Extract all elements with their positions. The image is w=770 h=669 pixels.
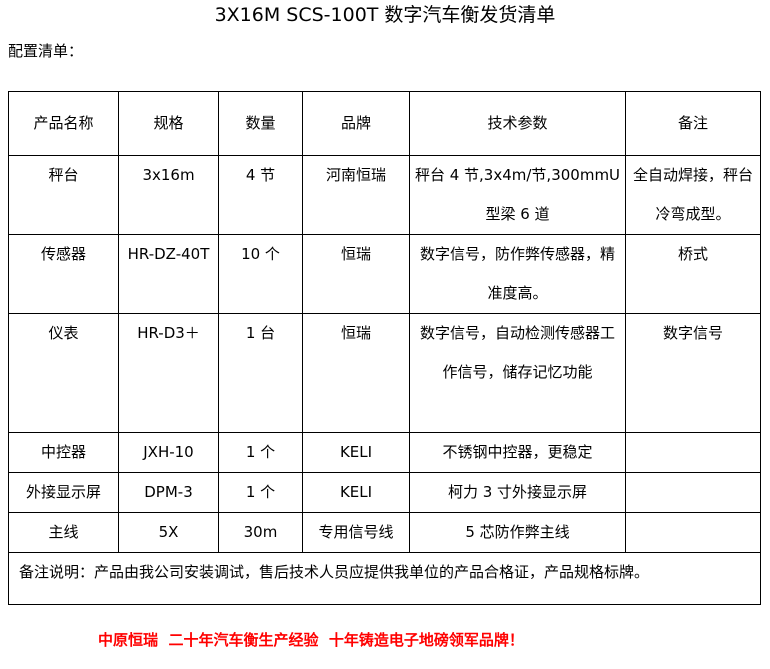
cell-product-name: 仪表 — [8, 313, 119, 433]
header-quantity: 数量 — [218, 91, 303, 156]
header-spec: 规格 — [118, 91, 219, 156]
cell-product-name: 传感器 — [8, 234, 119, 314]
note-row: 备注说明：产品由我公司安装调试，售后技术人员应提供我单位的产品合格证，产品规格标… — [8, 552, 761, 605]
header-brand: 品牌 — [302, 91, 410, 156]
cell-product-name: 中控器 — [8, 432, 119, 473]
shipping-list-table: 产品名称 规格 数量 品牌 技术参数 备注 秤台 3x16m 4 节河南恒瑞 秤台 4… — [8, 91, 761, 605]
header-product-name: 产品名称 — [8, 91, 119, 156]
table-row: 仪表 HR-D3＋ 1 台恒瑞 数字信号，自动检测传感器工作信号，储存记忆功能 数字信号 — [8, 313, 761, 433]
cell-brand: KELI — [302, 472, 410, 513]
cell-brand: 恒瑞 — [302, 234, 410, 314]
table-header-row: 产品名称 规格 数量 品牌 技术参数 备注 — [8, 91, 761, 156]
header-tech-params: 技术参数 — [409, 91, 626, 156]
cell-remarks: 数字信号 — [625, 313, 761, 433]
cell-quantity: 30m — [218, 512, 303, 553]
cell-tech-params: 不锈钢中控器，更稳定 — [409, 432, 626, 473]
cell-remarks: 桥式 — [625, 234, 761, 314]
cell-quantity: 4 节 — [218, 155, 303, 235]
cell-spec: JXH-10 — [118, 432, 219, 473]
cell-spec: 3x16m — [118, 155, 219, 235]
cell-spec: 5X — [118, 512, 219, 553]
cell-product-name: 外接显示屏 — [8, 472, 119, 513]
cell-tech-params: 数字信号，防作弊传感器，精准度高。 — [409, 234, 626, 314]
footer-slogan: 中原恒瑞 二十年汽车衡生产经验 十年铸造电子地磅领军品牌！ — [98, 631, 524, 649]
cell-brand: 恒瑞 — [302, 313, 410, 433]
table-row: 传感器 HR-DZ-40T 10 个恒瑞 数字信号，防作弊传感器，精准度高。 桥式 — [8, 234, 761, 314]
note-text: 备注说明：产品由我公司安装调试，售后技术人员应提供我单位的产品合格证，产品规格标… — [8, 552, 761, 605]
cell-spec: HR-DZ-40T — [118, 234, 219, 314]
cell-product-name: 秤台 — [8, 155, 119, 235]
header-remarks: 备注 — [625, 91, 761, 156]
cell-product-name: 主线 — [8, 512, 119, 553]
cell-quantity: 1 个 — [218, 472, 303, 513]
cell-spec: HR-D3＋ — [118, 313, 219, 433]
cell-tech-params: 秤台 4 节,3x4m/节,300mmU型梁 6 道 — [409, 155, 626, 235]
document-title: 3X16M SCS-100T 数字汽车衡发货清单 — [214, 4, 556, 26]
config-list-label: 配置清单： — [8, 42, 84, 60]
cell-brand: 专用信号线 — [302, 512, 410, 553]
table-row: 外接显示屏 DPM-3 1 个 KELI 柯力 3 寸外接显示屏 — [8, 472, 761, 513]
table-row: 秤台 3x16m 4 节河南恒瑞 秤台 4 节,3x4m/节,300mmU型梁 6 道… — [8, 155, 761, 235]
cell-tech-params: 柯力 3 寸外接显示屏 — [409, 472, 626, 513]
cell-spec: DPM-3 — [118, 472, 219, 513]
cell-quantity: 1 台 — [218, 313, 303, 433]
cell-remarks — [625, 512, 761, 553]
cell-brand: 河南恒瑞 — [302, 155, 410, 235]
cell-quantity: 10 个 — [218, 234, 303, 314]
cell-quantity: 1 个 — [218, 432, 303, 473]
cell-tech-params: 5 芯防作弊主线 — [409, 512, 626, 553]
table-row: 主线 5X 30m 专用信号线 5 芯防作弊主线 — [8, 512, 761, 553]
cell-brand: KELI — [302, 432, 410, 473]
cell-remarks — [625, 432, 761, 473]
cell-remarks: 全自动焊接，秤台冷弯成型。 — [625, 155, 761, 235]
table-row: 中控器 JXH-10 1 个 KELI 不锈钢中控器，更稳定 — [8, 432, 761, 473]
cell-tech-params: 数字信号，自动检测传感器工作信号，储存记忆功能 — [409, 313, 626, 433]
cell-remarks — [625, 472, 761, 513]
